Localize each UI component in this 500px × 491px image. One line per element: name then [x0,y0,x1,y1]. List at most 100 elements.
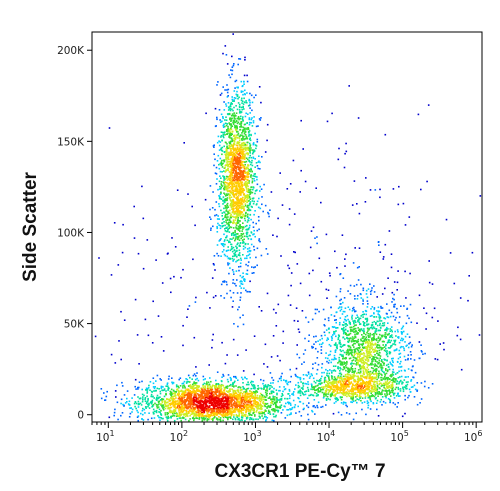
event-dot [203,411,205,413]
event-dot [236,182,239,185]
event-dot [232,389,234,392]
event-dot [230,296,232,299]
event-dot [233,135,235,137]
event-dot [243,108,245,110]
event-dot [245,263,247,266]
event-dot [228,400,231,403]
event-dot [355,317,357,319]
event-dot [174,401,176,403]
event-dot [100,397,103,400]
event-dot [231,98,234,101]
event-dot [394,349,397,351]
event-dot [202,415,205,417]
event-dot [264,151,267,153]
event-dot [236,117,239,120]
event-dot [137,396,139,398]
event-dot [234,178,237,181]
event-dot [241,85,244,88]
event-dot [363,324,365,326]
event-dot [233,179,236,182]
event-dot [226,179,229,181]
event-dot [178,417,181,419]
event-dot [363,330,365,332]
event-dot [238,403,241,405]
event-dot [366,319,369,321]
event-dot [268,406,270,409]
event-dot [230,396,232,399]
event-dot [242,232,245,235]
event-dot [356,359,358,362]
event-dot [225,175,228,178]
event-dot [152,411,155,414]
event-dot [223,123,225,126]
event-dot [239,143,241,146]
event-dot [247,197,249,200]
event-dot [195,399,197,401]
event-dot [187,393,189,395]
event-dot [235,151,237,153]
event-dot [208,406,210,408]
event-dot [228,262,231,265]
event-dot [226,189,229,192]
event-dot [248,99,251,102]
event-dot [299,394,302,397]
event-dot [167,401,169,404]
event-dot [375,333,378,336]
event-dot [314,312,317,315]
event-dot [370,324,373,326]
event-dot [235,208,238,211]
event-dot [273,409,276,412]
event-dot [172,412,174,415]
event-dot [213,153,215,155]
event-dot [221,166,224,168]
event-dot [231,69,234,72]
event-dot [215,379,217,382]
event-dot [348,353,351,355]
event-dot [261,398,263,400]
event-dot [245,135,248,138]
event-dot [342,328,345,330]
event-dot [173,398,176,400]
event-dot [196,384,198,387]
event-dot [374,387,377,389]
event-dot [192,407,195,410]
event-dot [240,400,242,402]
event-dot [241,129,244,131]
event-dot [240,201,243,203]
event-dot [240,198,242,200]
event-dot [266,253,269,255]
event-dot [202,383,204,386]
event-dot [240,237,242,240]
event-dot [342,354,344,356]
event-dot [203,397,205,400]
event-dot [239,58,242,60]
event-dot [338,356,340,359]
event-dot [235,125,238,127]
event-dot [239,157,241,159]
event-dot [180,417,182,419]
event-dot [236,215,238,218]
event-dot [234,160,237,162]
event-dot [226,409,228,411]
event-dot [158,411,160,413]
event-dot [236,396,238,398]
event-dot [327,362,330,364]
event-dot [166,385,169,387]
event-dot [363,361,365,363]
event-dot [261,156,263,158]
event-dot [243,127,246,130]
event-dot [353,337,355,339]
event-dot [187,402,190,405]
event-dot [208,387,211,389]
event-dot [257,125,259,127]
event-dot [234,210,236,213]
event-dot [280,395,283,398]
event-dot [217,411,219,413]
event-dot [100,388,103,390]
event-dot [242,398,245,401]
event-dot [254,175,257,178]
event-dot [247,392,249,395]
event-dot [231,131,234,133]
event-dot [198,393,200,396]
event-dot [257,407,260,409]
